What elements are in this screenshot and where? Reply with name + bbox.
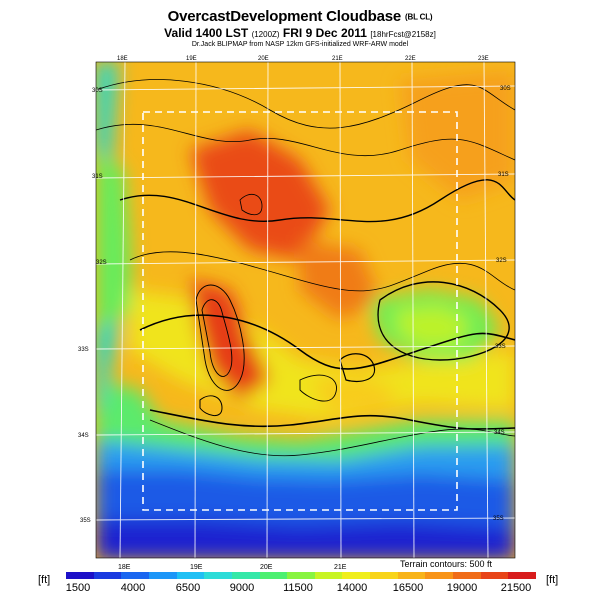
- colorbar-label: 19000: [446, 582, 478, 594]
- lon-label-top: 23E: [478, 56, 489, 62]
- lat-label-left: 33S: [78, 347, 89, 353]
- lat-label-right: 35S: [493, 516, 504, 522]
- lon-label-top: 21E: [332, 56, 343, 62]
- domain-boundary: [142, 111, 458, 511]
- colorbar-label: 11500: [283, 582, 313, 594]
- colorbar-segment: [314, 572, 343, 579]
- colorbar-segment: [148, 572, 178, 579]
- colorbar-segment: [121, 572, 150, 579]
- lat-label-right: 34S: [494, 430, 505, 436]
- terrain-contour-note: Terrain contours: 500 ft: [400, 559, 493, 569]
- colorbar-segment: [342, 572, 371, 579]
- colorbar-unit-right: [ft]: [546, 574, 559, 586]
- colorbar-label: 4000: [120, 582, 146, 594]
- lat-label-right: 33S: [495, 344, 506, 350]
- map-title: OvercastDevelopment Cloudbase (BL CL): [167, 8, 433, 25]
- colorbar: [66, 572, 537, 579]
- lat-label-right: 30S: [500, 86, 511, 92]
- lon-label-top: 20E: [258, 56, 269, 62]
- colorbar-segment: [204, 572, 233, 579]
- lon-label-bottom: 19E: [190, 564, 203, 571]
- colorbar-segment: [508, 572, 537, 579]
- lat-label-left: 31S: [92, 174, 103, 180]
- lon-label-top: 19E: [186, 56, 197, 62]
- lat-label-right: 32S: [496, 258, 507, 264]
- colorbar-segment: [425, 572, 454, 579]
- colorbar-segment: [231, 572, 261, 579]
- colorbar-unit-left: [ft]: [38, 574, 51, 586]
- colorbar-segment: [480, 572, 509, 579]
- colorbar-segment: [66, 572, 95, 579]
- colorbar-label: 16500: [392, 582, 424, 594]
- colorbar-segment: [259, 572, 288, 579]
- lon-label-top: 22E: [405, 56, 416, 62]
- lat-label-left: 35S: [80, 518, 91, 524]
- colorbar-segment: [453, 572, 482, 579]
- colorbar-segment: [397, 572, 426, 579]
- colorbar-label: 6500: [175, 582, 201, 594]
- lat-label-left: 34S: [78, 433, 89, 439]
- colorbar-label: 14000: [336, 582, 368, 594]
- lat-label-left: 32S: [96, 260, 107, 266]
- lon-label-bottom: 20E: [260, 564, 273, 571]
- lon-label-top: 18E: [117, 56, 128, 62]
- lon-label-bottom: 21E: [334, 564, 347, 571]
- lon-label-bottom: 18E: [118, 564, 131, 571]
- colorbar-segment: [287, 572, 316, 579]
- lat-label-right: 31S: [498, 172, 509, 178]
- cloudbase-field: [96, 62, 515, 558]
- colorbar-label: 21500: [500, 582, 532, 594]
- map-frame: [95, 61, 516, 559]
- model-description: Dr.Jack BLIPMAP from NASP 12km GFS-initi…: [191, 41, 409, 48]
- lat-label-left: 30S: [92, 88, 103, 94]
- lat-lon-grid: [96, 62, 515, 558]
- valid-time: Valid 1400 LST (1200Z) FRI 9 Dec 2011 [1…: [164, 26, 436, 40]
- colorbar-label: 1500: [65, 582, 91, 594]
- colorbar-segment: [370, 572, 399, 579]
- colorbar-segment: [93, 572, 122, 579]
- colorbar-segment: [176, 572, 205, 579]
- colorbar-label: 9000: [229, 582, 255, 594]
